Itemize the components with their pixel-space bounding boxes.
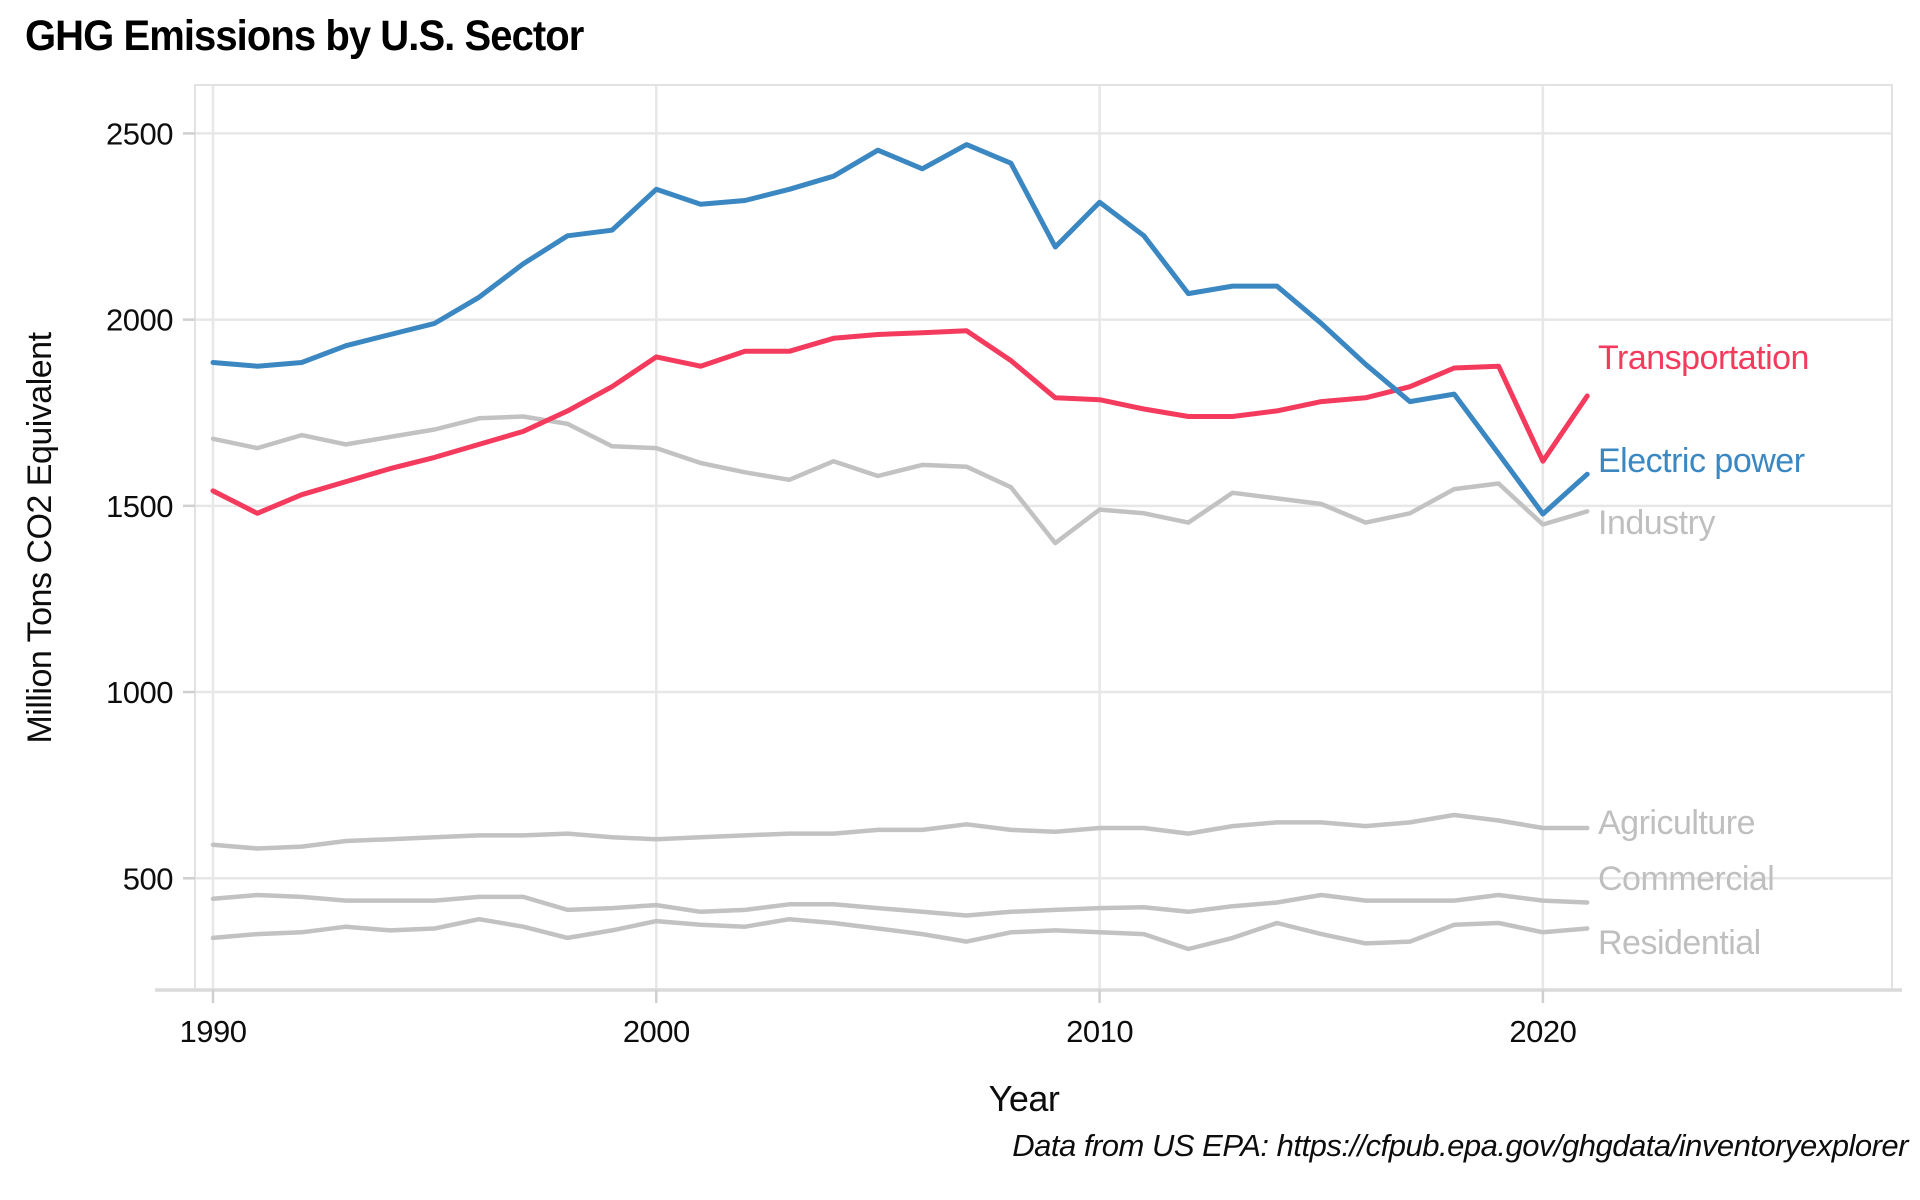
y-tick-label-500: 500 (123, 861, 173, 896)
y-tick-label-2500: 2500 (106, 116, 173, 151)
data-source-note: Data from US EPA: https://cfpub.epa.gov/… (1012, 1128, 1908, 1163)
x-tick-label-2020: 2020 (1509, 1014, 1576, 1049)
line-transportation (210, 328, 1590, 516)
line-residential (210, 916, 1590, 952)
line-commercial (210, 892, 1590, 918)
series-label-agriculture: Agriculture (1598, 804, 1755, 842)
series-label-industry: Industry (1598, 504, 1715, 542)
line-agriculture (210, 812, 1590, 851)
y-tick-label-2000: 2000 (106, 303, 173, 338)
y-axis-title: Million Tons CO2 Equivalent (21, 332, 59, 744)
series-label-transportation: Transportation (1598, 339, 1809, 377)
x-tick-label-2000: 2000 (623, 1014, 690, 1049)
series-label-commercial: Commercial (1598, 860, 1774, 898)
series-label-electric-power: Electric power (1598, 442, 1805, 480)
line-electric-power (210, 142, 1590, 517)
line-industry (210, 414, 1590, 546)
y-tick-label-1000: 1000 (106, 675, 173, 710)
chart-title: GHG Emissions by U.S. Sector (25, 12, 584, 60)
y-tick-label-1500: 1500 (106, 489, 173, 524)
series-label-residential: Residential (1598, 924, 1761, 962)
x-axis-title: Year (988, 1078, 1060, 1119)
x-tick-label-2010: 2010 (1066, 1014, 1133, 1049)
ghg-line-chart: 500 1000 1500 2000 2500 1990 2000 2010 2020 Trans… (106, 84, 1902, 1049)
x-tick-label-1990: 1990 (180, 1014, 247, 1049)
